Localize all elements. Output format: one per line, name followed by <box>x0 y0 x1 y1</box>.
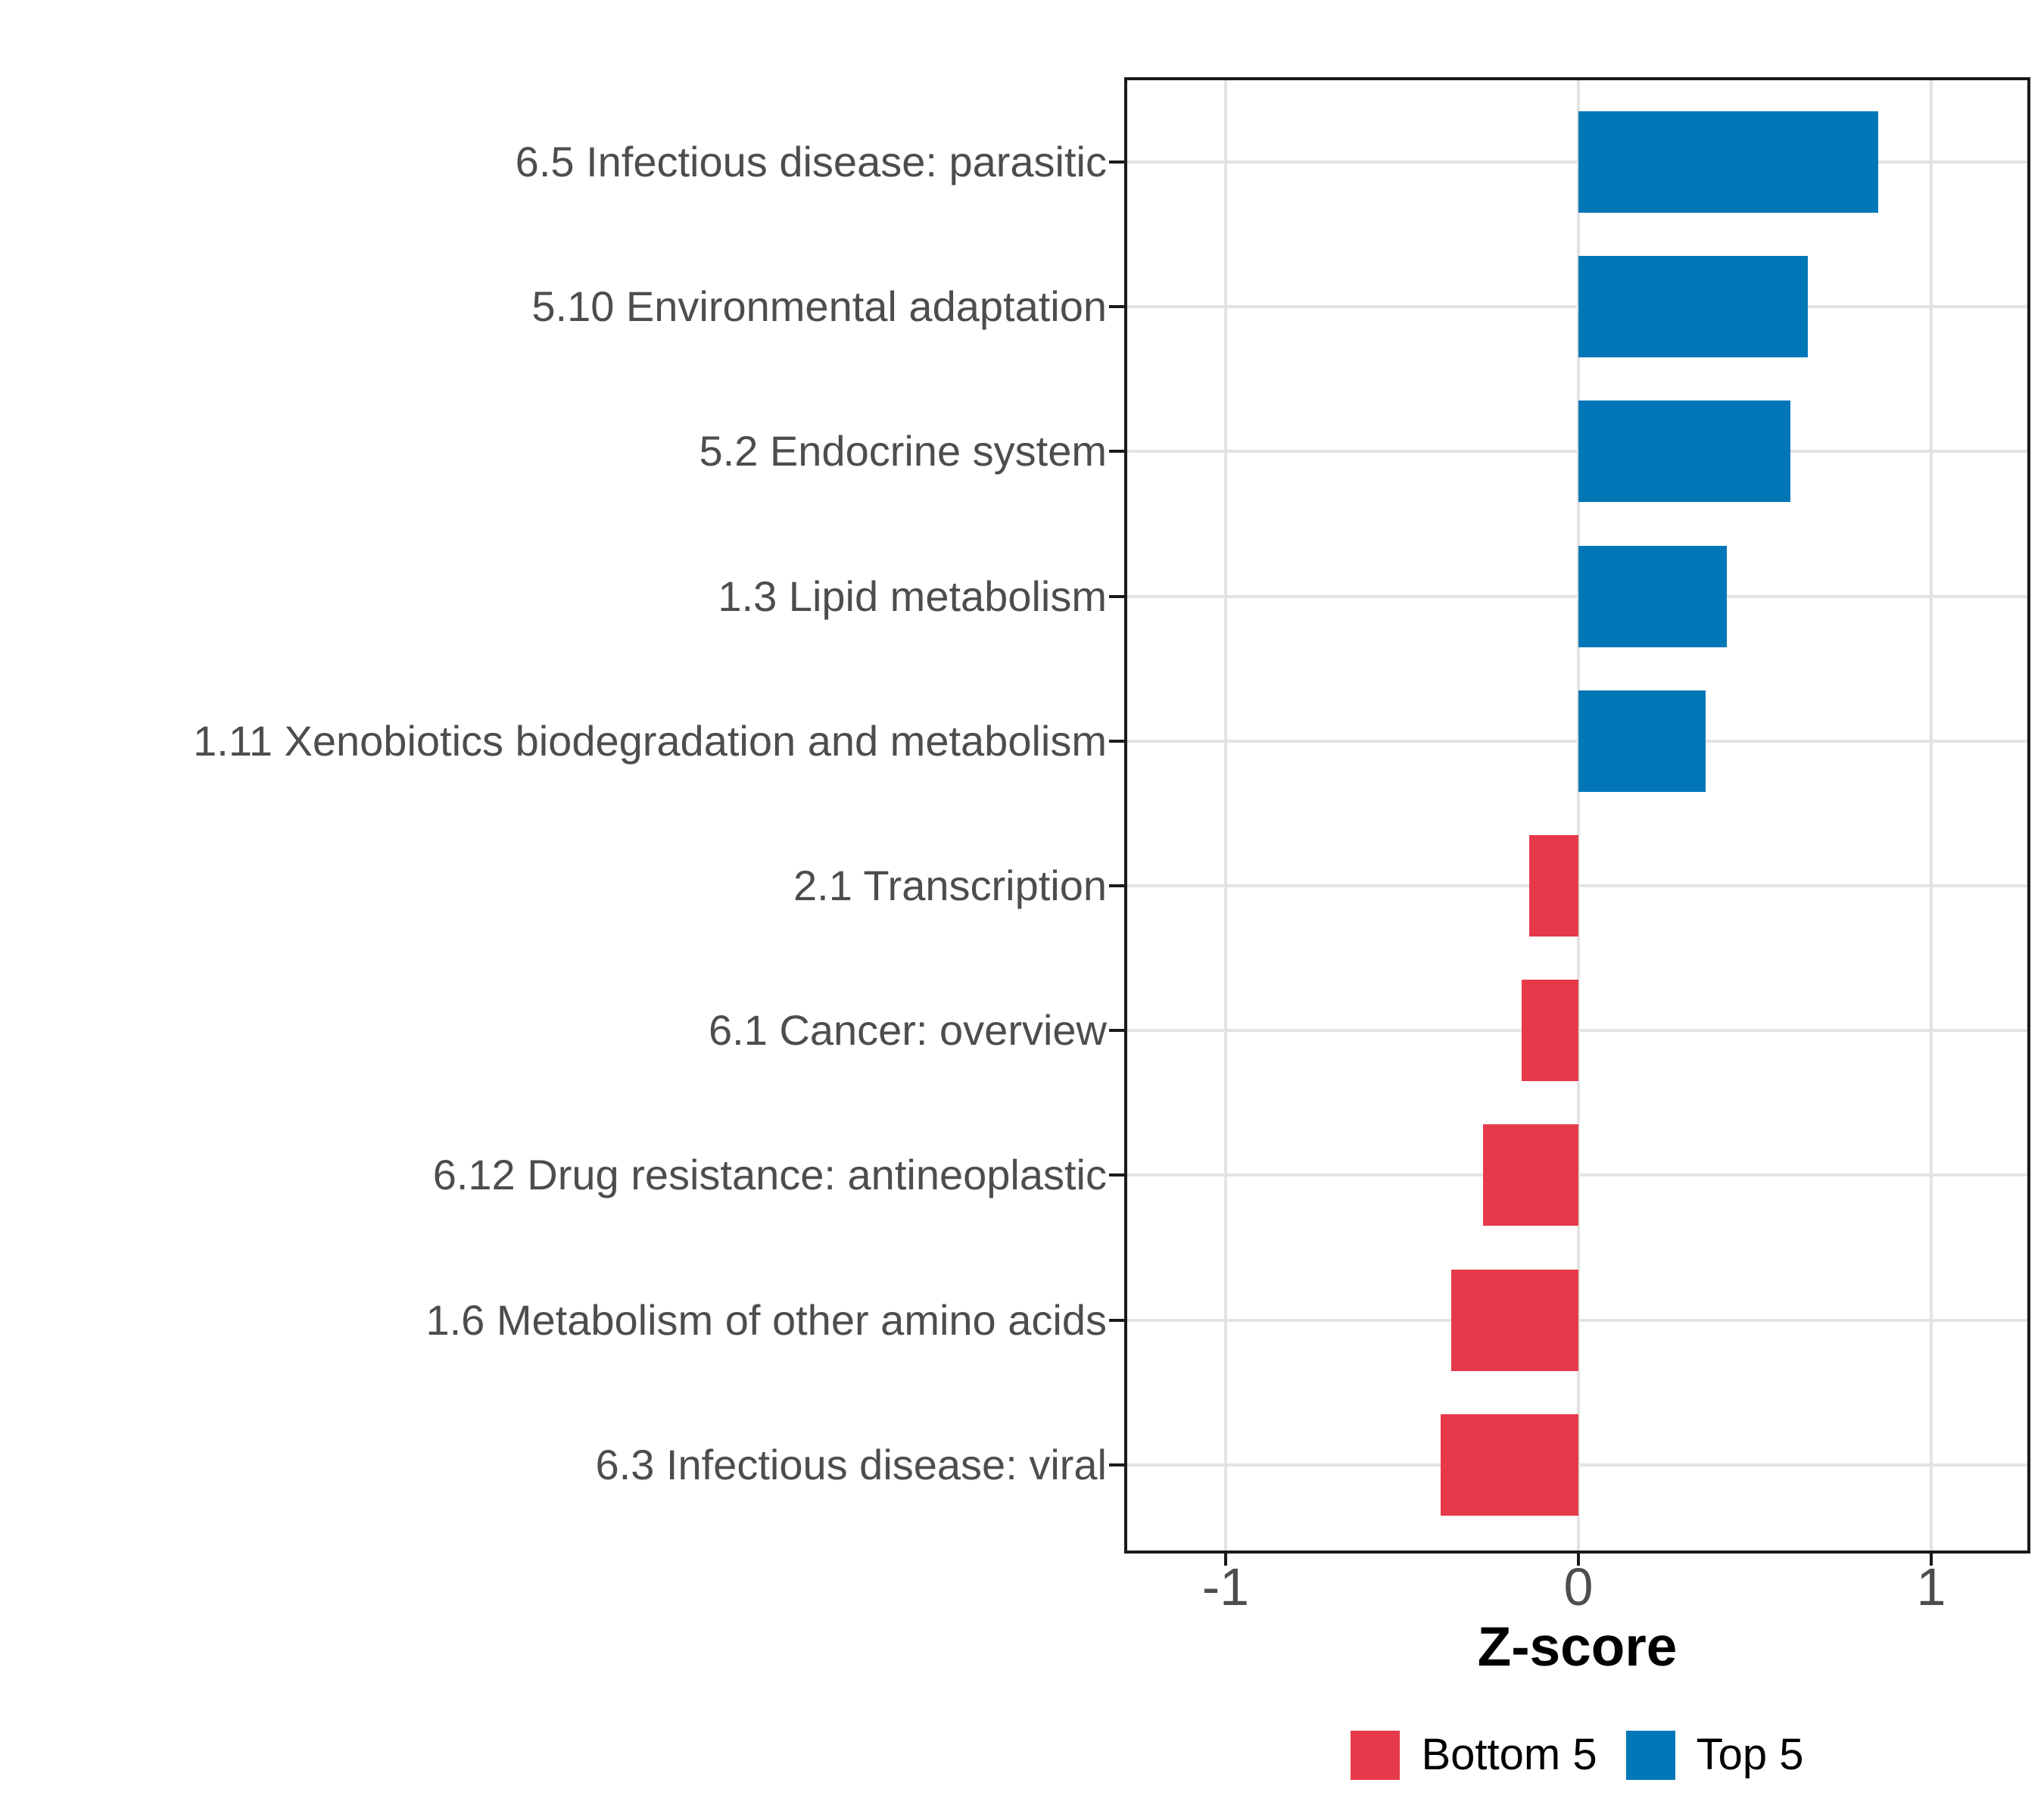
y-axis-label: 6.3 Infectious disease: viral <box>595 1440 1107 1488</box>
gridline-horizontal <box>1127 739 2027 743</box>
y-axis-label: 1.11 Xenobiotics biodegradation and meta… <box>193 716 1107 765</box>
y-tick <box>1109 1173 1124 1177</box>
legend-label: Bottom 5 <box>1421 1730 1597 1779</box>
legend: Bottom 5 Top 5 <box>1124 1728 2030 1781</box>
legend-swatch <box>1625 1730 1675 1780</box>
bar <box>1578 545 1727 647</box>
gridline-vertical <box>1930 80 1933 1551</box>
legend-swatch <box>1351 1730 1401 1780</box>
y-axis-label: 6.1 Cancer: overview <box>708 1006 1107 1055</box>
bar <box>1578 111 1879 213</box>
y-axis-label: 2.1 Transcription <box>793 862 1107 909</box>
x-axis-title: Z-score <box>1477 1616 1678 1678</box>
x-tick-label: -1 <box>1201 1557 1250 1616</box>
y-tick <box>1109 161 1124 164</box>
y-axis-label: 5.10 Environmental adaptation <box>531 282 1107 331</box>
bar <box>1578 256 1808 358</box>
gridline-horizontal <box>1127 305 2027 309</box>
plot-panel <box>1124 77 2030 1554</box>
x-tick-label: 0 <box>1563 1557 1594 1616</box>
y-tick <box>1109 1029 1124 1033</box>
y-axis-label: 1.3 Lipid metabolism <box>718 572 1107 620</box>
y-axis-label: 6.12 Drug resistance: antineoplastic <box>432 1151 1107 1199</box>
bar <box>1441 1413 1578 1516</box>
bar <box>1522 980 1578 1082</box>
y-tick <box>1109 594 1124 598</box>
bar <box>1483 1124 1578 1226</box>
y-tick <box>1109 1318 1124 1322</box>
bar <box>1528 835 1578 937</box>
gridline-horizontal <box>1127 594 2027 598</box>
y-axis-label: 1.6 Metabolism of other amino acids <box>425 1295 1107 1344</box>
y-tick <box>1109 1463 1124 1466</box>
gridline-vertical <box>1577 80 1580 1551</box>
x-tick-label: 1 <box>1916 1557 1946 1616</box>
x-tick <box>1224 1554 1227 1566</box>
legend-label: Top 5 <box>1696 1730 1804 1779</box>
bar <box>1578 400 1790 503</box>
legend-item: Top 5 <box>1625 1728 1804 1781</box>
y-tick <box>1109 884 1124 887</box>
legend-item: Bottom 5 <box>1351 1728 1597 1781</box>
y-axis-label: 6.5 Infectious disease: parasitic <box>515 138 1107 185</box>
y-tick <box>1109 305 1124 309</box>
y-axis-label: 5.2 Endocrine system <box>699 427 1107 475</box>
gridline-horizontal <box>1127 450 2027 453</box>
bar <box>1451 1269 1578 1371</box>
bar <box>1578 690 1706 792</box>
gridline-horizontal <box>1127 161 2027 164</box>
y-tick <box>1109 739 1124 743</box>
x-tick <box>1930 1554 1933 1566</box>
gridline-vertical <box>1224 80 1227 1551</box>
x-tick <box>1577 1554 1580 1566</box>
y-tick <box>1109 450 1124 453</box>
